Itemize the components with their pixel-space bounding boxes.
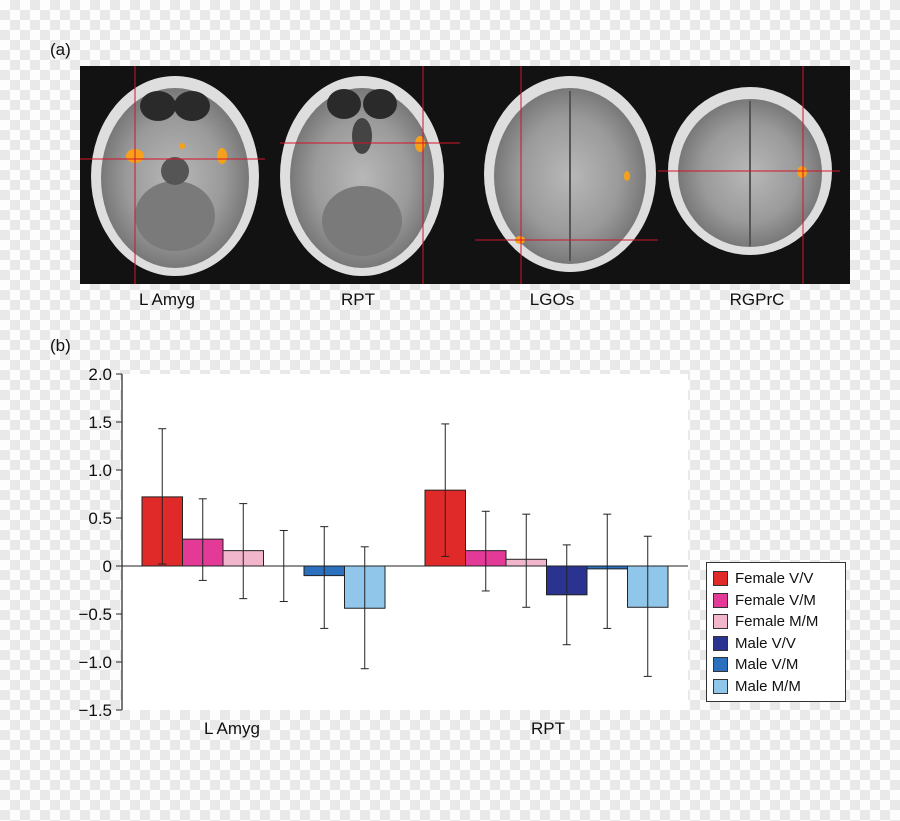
y-tick-label: 1.5: [88, 413, 112, 432]
y-tick-label: −0.5: [78, 605, 112, 624]
legend-swatch: [713, 592, 728, 608]
legend: Female V/V Female V/M Female M/M Male V/V Ma…: [706, 562, 846, 702]
scan-rgprc: [658, 66, 840, 284]
y-tick-label: 0: [103, 557, 112, 576]
y-tick-label: −1.0: [78, 653, 112, 672]
legend-label: Male M/M: [735, 677, 801, 695]
legend-item: Male M/M: [713, 676, 839, 698]
scan-label-lgos: LGOs: [529, 290, 575, 309]
legend-item: Female V/M: [713, 590, 839, 612]
brain-scans-image: [80, 66, 840, 284]
scan-label-rpt: RPT: [341, 290, 375, 309]
scan-label-rgprc: RGPrC: [729, 290, 785, 309]
x-category-label: RPT: [531, 719, 565, 738]
x-category-label: L Amyg: [204, 719, 260, 738]
legend-swatch: [713, 657, 728, 673]
y-tick-label: 2.0: [88, 365, 112, 384]
y-tick-label: 1.0: [88, 461, 112, 480]
panel-a-label: (a): [50, 40, 71, 59]
legend-swatch: [713, 635, 728, 651]
legend-label: Female V/M: [735, 591, 816, 609]
legend-label: Male V/M: [735, 656, 799, 674]
panel-b-label: (b): [50, 336, 71, 355]
legend-swatch: [713, 614, 728, 630]
legend-swatch: [713, 571, 728, 587]
scan-rpt: [280, 66, 460, 284]
legend-item: Female M/M: [713, 611, 839, 633]
legend-item: Male V/M: [713, 654, 839, 676]
legend-item: Female V/V: [713, 568, 839, 590]
legend-swatch: [713, 678, 728, 694]
y-tick-label: 0.5: [88, 509, 112, 528]
y-tick-label: −1.5: [78, 701, 112, 720]
scan-lgos: [475, 66, 658, 284]
legend-label: Female M/M: [735, 613, 819, 631]
legend-label: Male V/V: [735, 634, 796, 652]
scan-l-amyg: [80, 66, 265, 284]
legend-label: Female V/V: [735, 570, 814, 588]
brain-scan-strip: [80, 66, 850, 284]
scan-label-l-amyg: L Amyg: [138, 290, 196, 309]
legend-item: Male V/V: [713, 633, 839, 655]
